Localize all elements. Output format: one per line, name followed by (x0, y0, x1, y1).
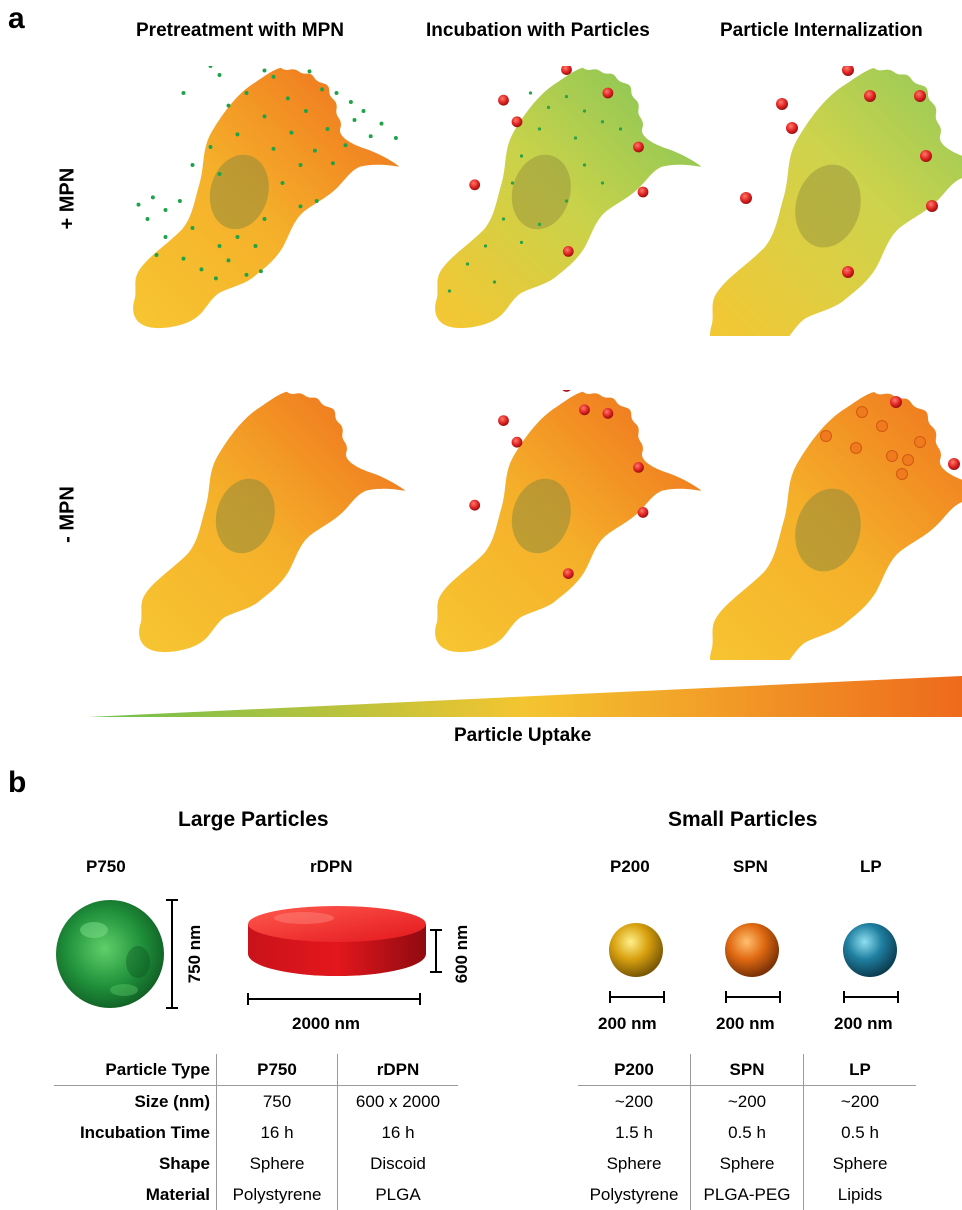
cell-minus-mpn-incubation (435, 390, 702, 653)
table-row-label: Incubation Time (54, 1117, 217, 1148)
table-cell: Sphere (216, 1148, 338, 1179)
table-row: Sphere Sphere Sphere (578, 1148, 916, 1179)
table-row-label: Material (54, 1179, 217, 1210)
column-title-pretreatment: Pretreatment with MPN (136, 20, 344, 41)
rdpn-height-bar (430, 929, 442, 973)
nucleus (795, 488, 861, 572)
table-header-cell: P200 (578, 1054, 691, 1086)
p750-sphere (56, 900, 164, 1008)
table-row-label: Size (nm) (54, 1085, 217, 1117)
table-cell: 0.5 h (841, 1122, 879, 1142)
table-cell: ~200 (840, 1091, 880, 1111)
cell-minus-mpn-internalization (710, 392, 962, 660)
table-row: 1.5 h 0.5 h 0.5 h (578, 1117, 916, 1148)
table-cell: Discoid (370, 1153, 426, 1173)
table-cell: ~200 (690, 1085, 804, 1117)
column-title-incubation: Incubation with Particles (426, 20, 650, 41)
cell-plus-mpn-pretreatment (133, 66, 400, 329)
row-label-plus-mpn: + MPN (56, 167, 79, 230)
table-row: Polystyrene PLGA-PEG Lipids (578, 1179, 916, 1210)
spn-size-label: 200 nm (716, 1014, 775, 1033)
p200-name: P200 (610, 857, 650, 876)
panel-a-letter: a (8, 2, 25, 35)
table-row: ~200 ~200 ~200 (578, 1085, 916, 1117)
table-row: Shape Sphere Discoid (54, 1148, 458, 1179)
cell-minus-mpn-pretreatment (139, 391, 406, 653)
small-particles-title: Small Particles (668, 808, 818, 831)
spn-scale-bar (725, 991, 781, 1003)
table-header-cell: Particle Type (54, 1054, 217, 1086)
nucleus (215, 478, 275, 554)
table-cell: 750 (216, 1085, 338, 1117)
table-cell: 1.5 h (578, 1117, 691, 1148)
p750-size-label: 750 nm (185, 924, 204, 984)
particles-outside (469, 390, 649, 579)
cell-plus-mpn-internalization (710, 66, 962, 336)
particles-outside (740, 66, 938, 278)
p200-size-label: 200 nm (598, 1014, 657, 1033)
rdpn-name: rDPN (310, 857, 353, 876)
table-header-cell: P750 (216, 1054, 338, 1086)
p200-sphere (609, 923, 663, 977)
particles-outside (469, 66, 649, 257)
table-cell: PLGA (375, 1184, 421, 1204)
particles-outside (890, 396, 960, 470)
lp-name: LP (860, 857, 882, 876)
table-cell: PLGA-PEG (690, 1179, 804, 1210)
row-label-minus-mpn: - MPN (56, 486, 79, 543)
column-title-internalization: Particle Internalization (720, 20, 923, 41)
table-header-cell: LP (803, 1054, 916, 1086)
lp-scale-bar (843, 991, 899, 1003)
cell-plus-mpn-incubation (435, 66, 702, 329)
table-row: Material Polystyrene PLGA (54, 1179, 458, 1210)
nucleus (511, 478, 571, 554)
rdpn-width-bar (247, 993, 421, 1005)
table-header-cell: SPN (690, 1054, 804, 1086)
table-header-row: P200 SPN LP (578, 1054, 916, 1086)
particle-uptake-label: Particle Uptake (454, 725, 592, 746)
table-cell: Polystyrene (578, 1179, 691, 1210)
nucleus (511, 154, 571, 230)
table-cell: 16 h (381, 1122, 415, 1142)
table-row: Incubation Time 16 h 16 h (54, 1117, 458, 1148)
table-cell: 600 x 2000 (355, 1091, 441, 1111)
small-particle-table: P200 SPN LP ~200 ~200 ~200 1.5 h 0.5 h 0… (578, 1054, 916, 1210)
spn-name: SPN (733, 857, 768, 876)
panel-b-letter: b (8, 766, 27, 799)
p750-name: P750 (86, 857, 126, 876)
spn-sphere (725, 923, 779, 977)
table-cell: Lipids (837, 1184, 883, 1204)
table-cell: Sphere (578, 1148, 691, 1179)
lp-sphere (843, 923, 897, 977)
table-cell: Sphere (690, 1148, 804, 1179)
table-cell: Sphere (832, 1153, 888, 1173)
nucleus (209, 154, 269, 230)
table-cell: ~200 (578, 1085, 691, 1117)
mpn-dots (136, 66, 398, 281)
table-cell: 16 h (216, 1117, 338, 1148)
table-header-cell: rDPN (337, 1054, 458, 1086)
mpn-dots-inside (447, 91, 623, 293)
particles-internalized (820, 406, 926, 480)
table-row-label: Shape (54, 1148, 217, 1179)
large-particles-title: Large Particles (178, 808, 329, 831)
lp-size-label: 200 nm (834, 1014, 893, 1033)
p200-scale-bar (609, 991, 665, 1003)
particle-uptake-gradient (88, 676, 962, 717)
table-row: Size (nm) 750 600 x 2000 (54, 1085, 458, 1117)
table-cell: 0.5 h (690, 1117, 804, 1148)
table-cell: Polystyrene (216, 1179, 338, 1210)
rdpn-height-label: 600 nm (452, 924, 471, 984)
rdpn-width-label: 2000 nm (292, 1014, 361, 1033)
table-header-row: Particle Type P750 rDPN (54, 1054, 458, 1086)
nucleus (795, 164, 861, 248)
rdpn-disc (248, 906, 426, 976)
large-particle-table: Particle Type P750 rDPN Size (nm) 750 60… (54, 1054, 458, 1210)
p750-scale-bar (166, 899, 178, 1009)
